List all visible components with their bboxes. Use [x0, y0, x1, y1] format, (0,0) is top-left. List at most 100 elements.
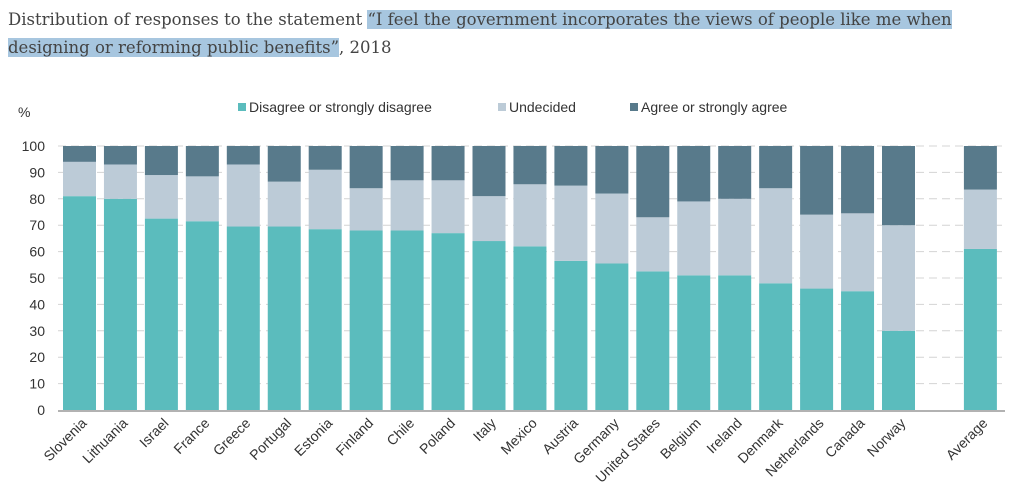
bar-segment [841, 146, 875, 214]
bar-segment [677, 201, 711, 276]
legend-label: Disagree or strongly disagree [249, 99, 432, 115]
y-tick-label: 30 [29, 323, 45, 339]
bar-segment [103, 146, 137, 165]
legend-swatch [630, 103, 638, 111]
bar-segment [718, 198, 752, 276]
legend-label: Agree or strongly agree [641, 99, 788, 115]
bar-segment [185, 146, 219, 177]
x-tick-label: Finland [332, 415, 376, 459]
bar-segment [513, 246, 547, 410]
bar-segment [636, 271, 670, 410]
bar-segment [226, 226, 260, 410]
legend-swatch [498, 103, 506, 111]
x-tick-label: Norway [864, 415, 909, 460]
y-tick-label: 100 [22, 138, 46, 154]
bar-segment [226, 146, 260, 165]
bar-segment [554, 260, 588, 410]
bar-segment [963, 189, 997, 249]
bar-segment [759, 283, 793, 410]
x-tick-label: Poland [416, 415, 458, 457]
x-tick-label: France [170, 415, 212, 457]
bar-segment [185, 221, 219, 410]
bar-segment [718, 146, 752, 199]
bar-segment [144, 175, 178, 219]
bar-segment [800, 288, 834, 410]
x-tick-label: Chile [383, 415, 417, 449]
bar-segment [595, 193, 629, 264]
bar-segment [185, 176, 219, 222]
bar-segment [267, 226, 301, 410]
y-tick-label: 0 [37, 402, 45, 418]
y-axis-label: % [18, 104, 30, 120]
bar-segment [472, 146, 506, 197]
bar-segment [841, 213, 875, 292]
bar-segment [226, 164, 260, 227]
bar-segment [513, 146, 547, 185]
y-tick-label: 60 [29, 244, 45, 260]
legend-label: Undecided [509, 99, 576, 115]
bar-segment [636, 217, 670, 272]
bar-segment [882, 146, 915, 226]
x-tick-label: Estonia [291, 415, 335, 459]
y-tick-label: 40 [29, 296, 45, 312]
bar-segment [63, 161, 96, 197]
chart-title: Distribution of responses to the stateme… [8, 6, 1008, 62]
bar-segment [841, 291, 875, 410]
bar-segment [759, 188, 793, 284]
bar-segment [636, 146, 670, 218]
bar-segment [349, 230, 383, 410]
bar-segment [472, 196, 506, 242]
bar-segment [308, 169, 342, 230]
bar-segment [677, 146, 711, 202]
x-tick-label: Portugal [246, 415, 294, 463]
bar-segment [800, 214, 834, 289]
y-tick-label: 50 [29, 270, 45, 286]
bar-segment [595, 146, 629, 194]
bar-segment [963, 248, 997, 410]
x-tick-label: Italy [470, 415, 499, 444]
bar-segment [431, 146, 465, 181]
x-tick-label: Average [943, 415, 991, 463]
bar-segment [554, 146, 588, 186]
x-tick-label: Israel [136, 415, 172, 451]
y-tick-label: 80 [29, 191, 45, 207]
y-tick-label: 20 [29, 349, 45, 365]
bar-segment [759, 146, 793, 189]
x-tick-label: Lithuania [79, 415, 131, 467]
bar-segment [308, 229, 342, 410]
bar-segment [63, 196, 96, 410]
bar-segment [144, 146, 178, 176]
y-tick-label: 10 [29, 376, 45, 392]
bar-segment [882, 225, 915, 331]
x-tick-label: Mexico [497, 415, 540, 458]
x-tick-label: Belgium [657, 415, 704, 462]
bar-segment [103, 164, 137, 199]
bar-segment [308, 146, 342, 170]
bar-segment [349, 188, 383, 231]
bar-segment [431, 180, 465, 234]
bar-segment [800, 146, 834, 215]
bar-segment [267, 181, 301, 227]
bar-segment [431, 233, 465, 410]
title-prefix: Distribution of responses to the stateme… [8, 10, 368, 29]
bar-segment [472, 241, 506, 410]
bar-segment [103, 198, 137, 410]
bar-segment [513, 184, 547, 247]
bar-segment [63, 146, 96, 162]
title-suffix: , 2018 [339, 38, 392, 57]
legend-swatch [238, 103, 246, 111]
bar-segment [267, 146, 301, 182]
bar-segment [390, 180, 424, 231]
bar-segment [595, 263, 629, 410]
bar-segment [963, 146, 997, 190]
x-tick-label: Canada [822, 415, 868, 461]
bar-segment [718, 275, 752, 410]
y-tick-label: 90 [29, 164, 45, 180]
bar-segment [390, 146, 424, 181]
bar-segment [554, 185, 588, 261]
bar-segment [144, 218, 178, 410]
y-tick-label: 70 [29, 217, 45, 233]
bar-segment [677, 275, 711, 410]
bar-segment [390, 230, 424, 410]
